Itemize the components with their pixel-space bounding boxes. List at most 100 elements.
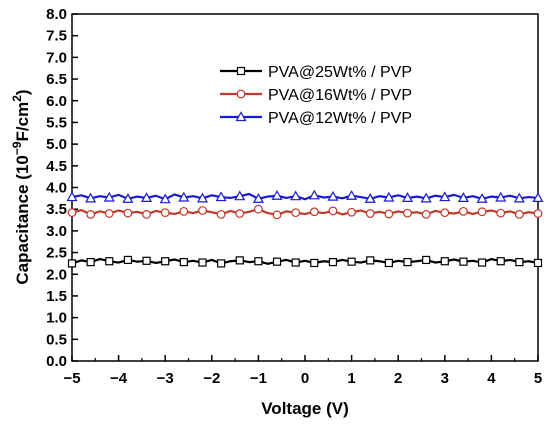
data-point-triangle [159, 193, 171, 204]
data-point-triangle [215, 191, 227, 202]
data-point-triangle [271, 190, 283, 200]
x-axis-ticks: −5 −4 −3 −2 −1 0 1 2 3 4 5 [63, 355, 542, 387]
data-point-triangle [532, 192, 544, 203]
data-point-square [347, 257, 356, 266]
data-point-square [161, 257, 170, 266]
data-point-circle [198, 206, 207, 215]
y-tick-label: 4.5 [46, 158, 67, 175]
data-point-triangle [513, 192, 525, 203]
y-axis-title-exponent: −9 [10, 141, 24, 155]
x-tick-label: 5 [534, 370, 542, 387]
x-axis-title: Voltage (V) [261, 399, 349, 418]
data-point-square [477, 258, 487, 267]
series-2 [67, 204, 543, 220]
x-tick-label: −4 [110, 370, 128, 387]
data-point-triangle [103, 191, 115, 202]
data-point-triangle [439, 191, 451, 202]
data-point-circle [403, 208, 412, 218]
data-point-square [236, 66, 246, 76]
data-point-triangle [476, 193, 488, 203]
data-point-triangle [327, 190, 339, 201]
legend-entry-3: PVA@12Wt% / PVP [220, 110, 412, 127]
data-point-square [123, 255, 133, 265]
data-point-circle [86, 209, 96, 219]
x-tick-label: 0 [301, 370, 309, 387]
y-tick-label: 1.0 [46, 310, 67, 327]
data-point-triangle [196, 192, 209, 203]
x-tick-label: −5 [63, 370, 80, 387]
x-tick-label: −3 [157, 370, 174, 387]
data-point-circle [365, 209, 375, 218]
data-point-square [515, 258, 524, 267]
data-point-square [86, 258, 95, 267]
y-axis-ticks: 0.0 0.5 1.0 1.5 2.0 2.5 3.0 3.5 4.0 4.5 5.0 5.5 6.0 6… [46, 6, 78, 370]
series-3 [66, 189, 544, 204]
y-axis-title-exponent2: 2 [10, 95, 24, 102]
legend-label: PVA@25Wt% / PVP [268, 64, 412, 81]
data-point-circle [459, 206, 468, 216]
data-point-square [459, 257, 468, 266]
data-point-square [291, 258, 300, 267]
y-axis-title-unit: F/cm [13, 102, 32, 142]
data-point-square [235, 256, 244, 265]
y-tick-label: 3.0 [46, 223, 67, 240]
data-point-triangle [235, 111, 247, 122]
data-point-triangle [234, 190, 246, 201]
y-tick-label: 2.5 [46, 245, 67, 262]
data-point-circle [236, 89, 246, 99]
data-point-triangle [252, 193, 264, 203]
data-point-triangle [290, 190, 302, 201]
data-point-triangle [178, 191, 190, 202]
data-point-square [403, 258, 412, 267]
legend-entry-1: PVA@25Wt% / PVP [220, 64, 412, 81]
data-point-square [67, 259, 77, 268]
y-axis-title: Capacitance (10−9F/cm2) [10, 89, 32, 284]
data-point-triangle [85, 192, 97, 203]
data-point-circle [272, 210, 282, 220]
legend-entry-2: PVA@16Wt% / PVP [220, 87, 412, 104]
y-tick-label: 5.0 [46, 136, 67, 153]
data-point-square [533, 258, 543, 268]
y-tick-label: 1.5 [46, 288, 67, 305]
x-tick-label: 2 [394, 370, 402, 387]
x-tick-label: −2 [203, 370, 220, 387]
x-tick-label: −1 [250, 370, 267, 387]
data-point-square [179, 258, 188, 267]
data-point-triangle [420, 192, 432, 203]
data-point-circle [123, 208, 133, 218]
data-point-triangle [141, 192, 153, 203]
x-tick-label: 4 [487, 370, 496, 387]
data-point-triangle [457, 192, 469, 203]
data-point-circle [309, 207, 319, 217]
data-point-triangle [364, 193, 376, 203]
data-point-triangle [308, 189, 320, 200]
data-point-circle [384, 209, 394, 219]
series-1 [67, 255, 543, 268]
data-point-circle [421, 209, 431, 219]
data-point-circle [347, 207, 357, 217]
data-point-circle [440, 208, 450, 218]
data-point-square [310, 258, 319, 268]
data-point-square [272, 257, 282, 266]
data-point-circle [291, 208, 301, 218]
legend-label: PVA@12Wt% / PVP [268, 110, 412, 127]
y-tick-label: 6.0 [46, 93, 67, 110]
data-point-triangle [122, 193, 134, 203]
data-point-circle [179, 206, 189, 216]
y-tick-label: 0.0 [46, 353, 67, 370]
data-point-triangle [383, 191, 395, 202]
data-point-square [366, 256, 375, 265]
data-point-square [254, 257, 263, 266]
y-tick-label: 2.0 [46, 266, 67, 283]
y-tick-label: 7.5 [46, 28, 67, 45]
legend: PVA@25Wt% / PVP PVA@16Wt% / PVP PVA@12Wt% … [220, 64, 412, 127]
data-point-circle [514, 209, 524, 219]
data-point-square [198, 258, 207, 267]
series-layer [66, 189, 544, 268]
y-axis-title-prefix: Capacitance (10 [13, 155, 32, 284]
data-point-circle [235, 209, 245, 218]
series-line [71, 257, 539, 265]
data-point-circle [160, 208, 170, 218]
data-point-square [328, 258, 338, 267]
